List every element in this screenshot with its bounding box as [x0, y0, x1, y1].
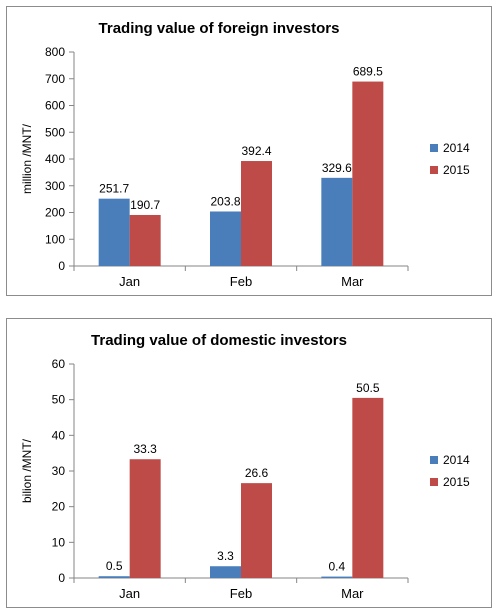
- legend-label-2015: 2015: [443, 475, 470, 489]
- foreign-investors-chart: Trading value of foreign investors millio…: [6, 6, 492, 296]
- chart-title: Trading value of domestic investors: [91, 332, 347, 349]
- y-tick-label: 10: [52, 535, 66, 549]
- bar-2014-jan: [98, 198, 130, 266]
- data-label: 50.5: [356, 381, 380, 395]
- bar-2014-mar: [321, 177, 353, 266]
- bar-2015-jan: [129, 214, 161, 266]
- bar-2014-jan: [98, 576, 130, 578]
- y-tick-label: 800: [45, 45, 65, 59]
- y-tick-label: 0: [58, 259, 65, 273]
- domestic-investors-chart: Trading value of domestic investors bilio…: [6, 318, 492, 608]
- x-tick-label: Feb: [230, 274, 252, 289]
- data-label: 251.7: [99, 182, 129, 196]
- bar-2015-jan: [129, 459, 161, 578]
- data-label: 0.5: [106, 559, 123, 573]
- y-tick-label: 40: [52, 428, 66, 442]
- y-tick-label: 60: [52, 357, 66, 371]
- data-label: 203.8: [210, 194, 240, 208]
- y-tick-label: 20: [52, 500, 66, 514]
- x-tick-label: Mar: [341, 274, 364, 289]
- data-label: 0.4: [328, 560, 345, 574]
- data-label: 392.4: [241, 144, 271, 158]
- bar-2015-feb: [241, 161, 272, 266]
- legend-swatch-2015: [430, 166, 438, 174]
- bar-2015-mar: [352, 397, 384, 578]
- legend-label-2014: 2014: [443, 141, 470, 155]
- domestic-investors-chart-svg: Trading value of domestic investors bilio…: [20, 332, 470, 601]
- x-tick-label: Jan: [119, 586, 140, 601]
- data-label: 3.3: [217, 549, 234, 563]
- y-tick-label: 100: [45, 232, 65, 246]
- y-tick-label: 50: [52, 393, 66, 407]
- bar-2015-mar: [352, 81, 384, 266]
- chart-title: Trading value of foreign investors: [99, 20, 340, 37]
- foreign-investors-chart-svg: Trading value of foreign investors millio…: [20, 20, 470, 289]
- data-label: 689.5: [353, 65, 383, 79]
- legend-swatch-2014: [430, 144, 438, 152]
- y-tick-label: 0: [58, 571, 65, 585]
- bar-2014-feb: [210, 211, 241, 266]
- y-tick-label: 500: [45, 125, 65, 139]
- y-tick-label: 200: [45, 206, 65, 220]
- y-tick-label: 700: [45, 72, 65, 86]
- y-tick-label: 600: [45, 99, 65, 113]
- bar-2014-feb: [210, 566, 241, 578]
- data-label: 33.3: [133, 442, 157, 456]
- x-tick-label: Feb: [230, 586, 252, 601]
- data-label: 190.7: [130, 198, 160, 212]
- x-tick-label: Mar: [341, 586, 364, 601]
- legend-label-2014: 2014: [443, 453, 470, 467]
- x-tick-label: Jan: [119, 274, 140, 289]
- y-tick-label: 30: [52, 464, 66, 478]
- legend-swatch-2015: [430, 478, 438, 486]
- legend-label-2015: 2015: [443, 163, 470, 177]
- bar-2015-feb: [241, 483, 272, 578]
- bar-2014-mar: [321, 576, 353, 578]
- data-label: 329.6: [322, 161, 352, 175]
- y-axis-label: bilion /MNT/: [20, 438, 34, 503]
- y-tick-label: 300: [45, 179, 65, 193]
- legend-swatch-2014: [430, 456, 438, 464]
- y-axis-label: million /MNT/: [20, 123, 34, 194]
- y-tick-label: 400: [45, 152, 65, 166]
- data-label: 26.6: [245, 466, 269, 480]
